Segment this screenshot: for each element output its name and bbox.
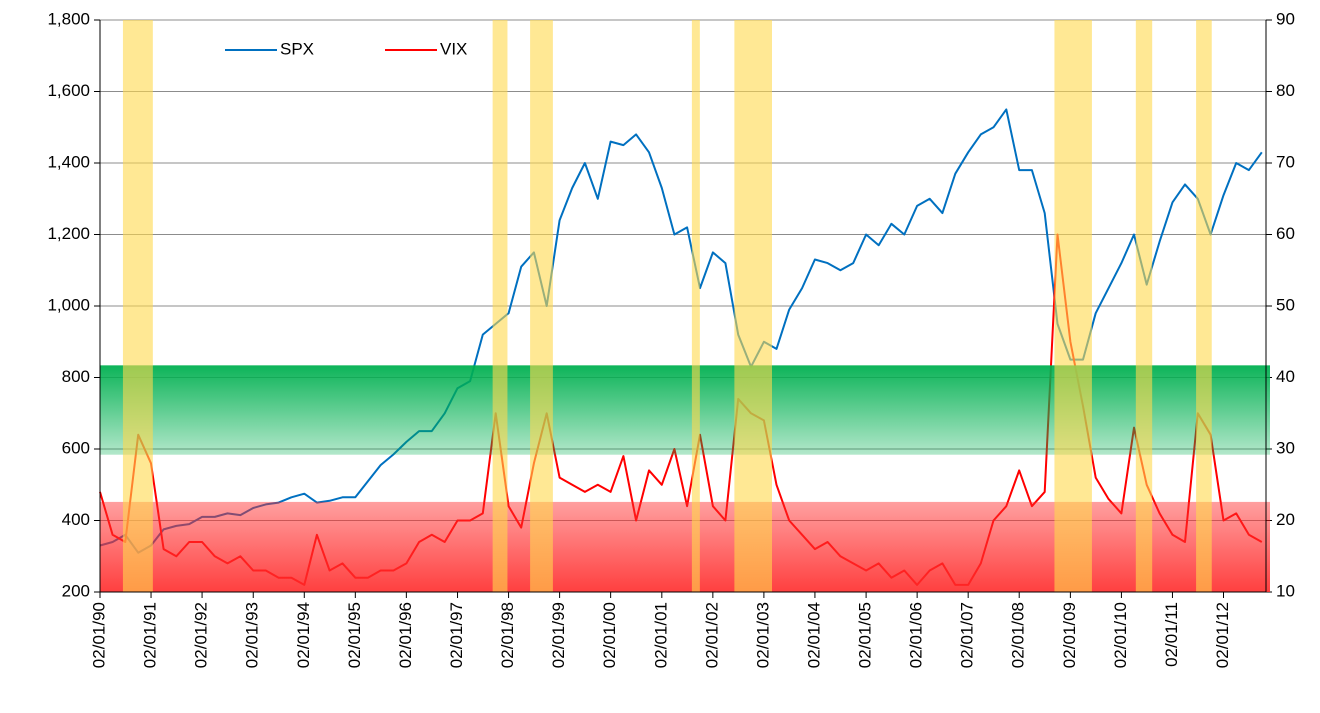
x-tick-label: 02/01/05 xyxy=(856,602,875,668)
horizontal-band xyxy=(100,501,1270,592)
y-tick-label: 800 xyxy=(62,367,90,386)
y2-tick-label: 20 xyxy=(1276,510,1295,529)
highlight-period xyxy=(122,20,153,592)
x-tick-label: 02/01/91 xyxy=(141,602,160,668)
x-tick-label: 02/01/99 xyxy=(549,602,568,668)
x-tick-label: 02/01/11 xyxy=(1162,602,1181,667)
x-tick-label: 02/01/96 xyxy=(396,602,415,668)
y-tick-label: 1,800 xyxy=(47,9,90,28)
y-tick-label: 400 xyxy=(62,510,90,529)
x-tick-label: 02/01/00 xyxy=(600,602,619,668)
highlight-period xyxy=(1054,20,1092,592)
x-tick-label: 02/01/08 xyxy=(1009,602,1028,668)
y2-tick-label: 60 xyxy=(1276,224,1295,243)
y-tick-label: 1,400 xyxy=(47,152,90,171)
y2-tick-label: 90 xyxy=(1276,9,1295,28)
highlight-period xyxy=(691,20,700,592)
x-tick-label: 02/01/09 xyxy=(1060,602,1079,668)
x-tick-label: 02/01/98 xyxy=(498,602,517,668)
x-tick-label: 02/01/03 xyxy=(753,602,772,668)
highlight-period xyxy=(734,20,772,592)
highlight-period xyxy=(492,20,508,592)
highlight-period xyxy=(1196,20,1212,592)
x-tick-label: 02/01/94 xyxy=(294,602,313,668)
y2-tick-label: 10 xyxy=(1276,581,1295,600)
x-tick-label: 02/01/95 xyxy=(345,602,364,668)
x-tick-label: 02/01/92 xyxy=(192,602,211,668)
y2-tick-label: 50 xyxy=(1276,295,1295,314)
x-tick-label: 02/01/12 xyxy=(1213,602,1232,668)
x-tick-label: 02/01/90 xyxy=(89,602,108,668)
x-tick-label: 02/01/07 xyxy=(958,602,977,668)
legend-label: VIX xyxy=(440,39,467,58)
y-tick-label: 1,000 xyxy=(47,295,90,314)
y-tick-label: 600 xyxy=(62,438,90,457)
y2-tick-label: 70 xyxy=(1276,152,1295,171)
y-tick-label: 200 xyxy=(62,581,90,600)
x-tick-label: 02/01/04 xyxy=(804,602,823,668)
highlight-period xyxy=(530,20,553,592)
x-tick-label: 02/01/93 xyxy=(243,602,262,668)
x-tick-label: 02/01/06 xyxy=(907,602,926,668)
x-tick-label: 02/01/02 xyxy=(702,602,721,668)
x-tick-label: 02/01/01 xyxy=(651,602,670,668)
highlight-period xyxy=(1135,20,1153,592)
legend-label: SPX xyxy=(280,39,314,58)
x-tick-label: 02/01/10 xyxy=(1111,602,1130,668)
y-tick-label: 1,600 xyxy=(47,81,90,100)
y-tick-label: 1,200 xyxy=(47,224,90,243)
y2-tick-label: 40 xyxy=(1276,367,1295,386)
horizontal-band xyxy=(100,365,1270,455)
y2-tick-label: 80 xyxy=(1276,81,1295,100)
x-tick-label: 02/01/97 xyxy=(447,602,466,668)
y2-tick-label: 30 xyxy=(1276,438,1295,457)
